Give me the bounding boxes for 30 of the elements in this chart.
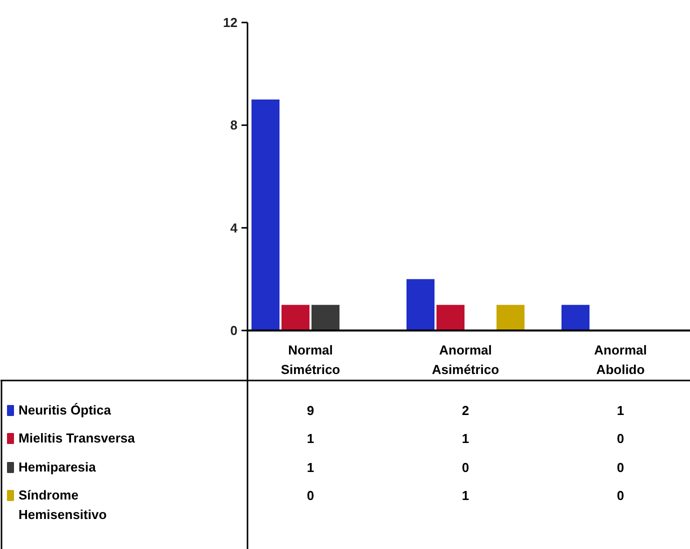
bar <box>282 304 310 330</box>
y-tick-label: 4 <box>230 220 238 236</box>
data-label: 2 <box>462 403 470 418</box>
data-label: 0 <box>616 431 624 446</box>
data-label: 1 <box>462 488 470 503</box>
x-tick-label: Anormal Abolido <box>594 342 647 377</box>
data-label: 1 <box>462 431 470 446</box>
data-label: 1 <box>306 431 314 446</box>
data-label: 0 <box>616 460 624 475</box>
bar <box>496 304 524 330</box>
bar <box>562 304 590 330</box>
x-tick-label: Anormal Asimétrico <box>432 342 500 377</box>
legend-label: Mielitis Transversa <box>18 430 136 446</box>
data-label: 0 <box>306 488 314 503</box>
legend-label: Síndrome Hemisensitivo <box>18 488 107 522</box>
data-label: 1 <box>306 460 314 475</box>
bar <box>312 304 340 330</box>
data-label: 0 <box>462 460 470 475</box>
data-label: 1 <box>616 403 624 418</box>
data-label: 9 <box>306 403 314 418</box>
bar <box>252 100 280 330</box>
bar <box>436 304 464 330</box>
y-tick-label: 0 <box>230 323 238 338</box>
y-tick-label: 8 <box>230 118 238 133</box>
data-label: 0 <box>616 488 624 503</box>
bar <box>406 279 434 330</box>
legend-label: Hemiparesia <box>18 460 97 474</box>
y-tick-label: 12 <box>223 15 238 30</box>
x-tick-label: Normal Simétrico <box>280 342 340 377</box>
legend-label: Neuritis Óptica <box>18 402 112 418</box>
